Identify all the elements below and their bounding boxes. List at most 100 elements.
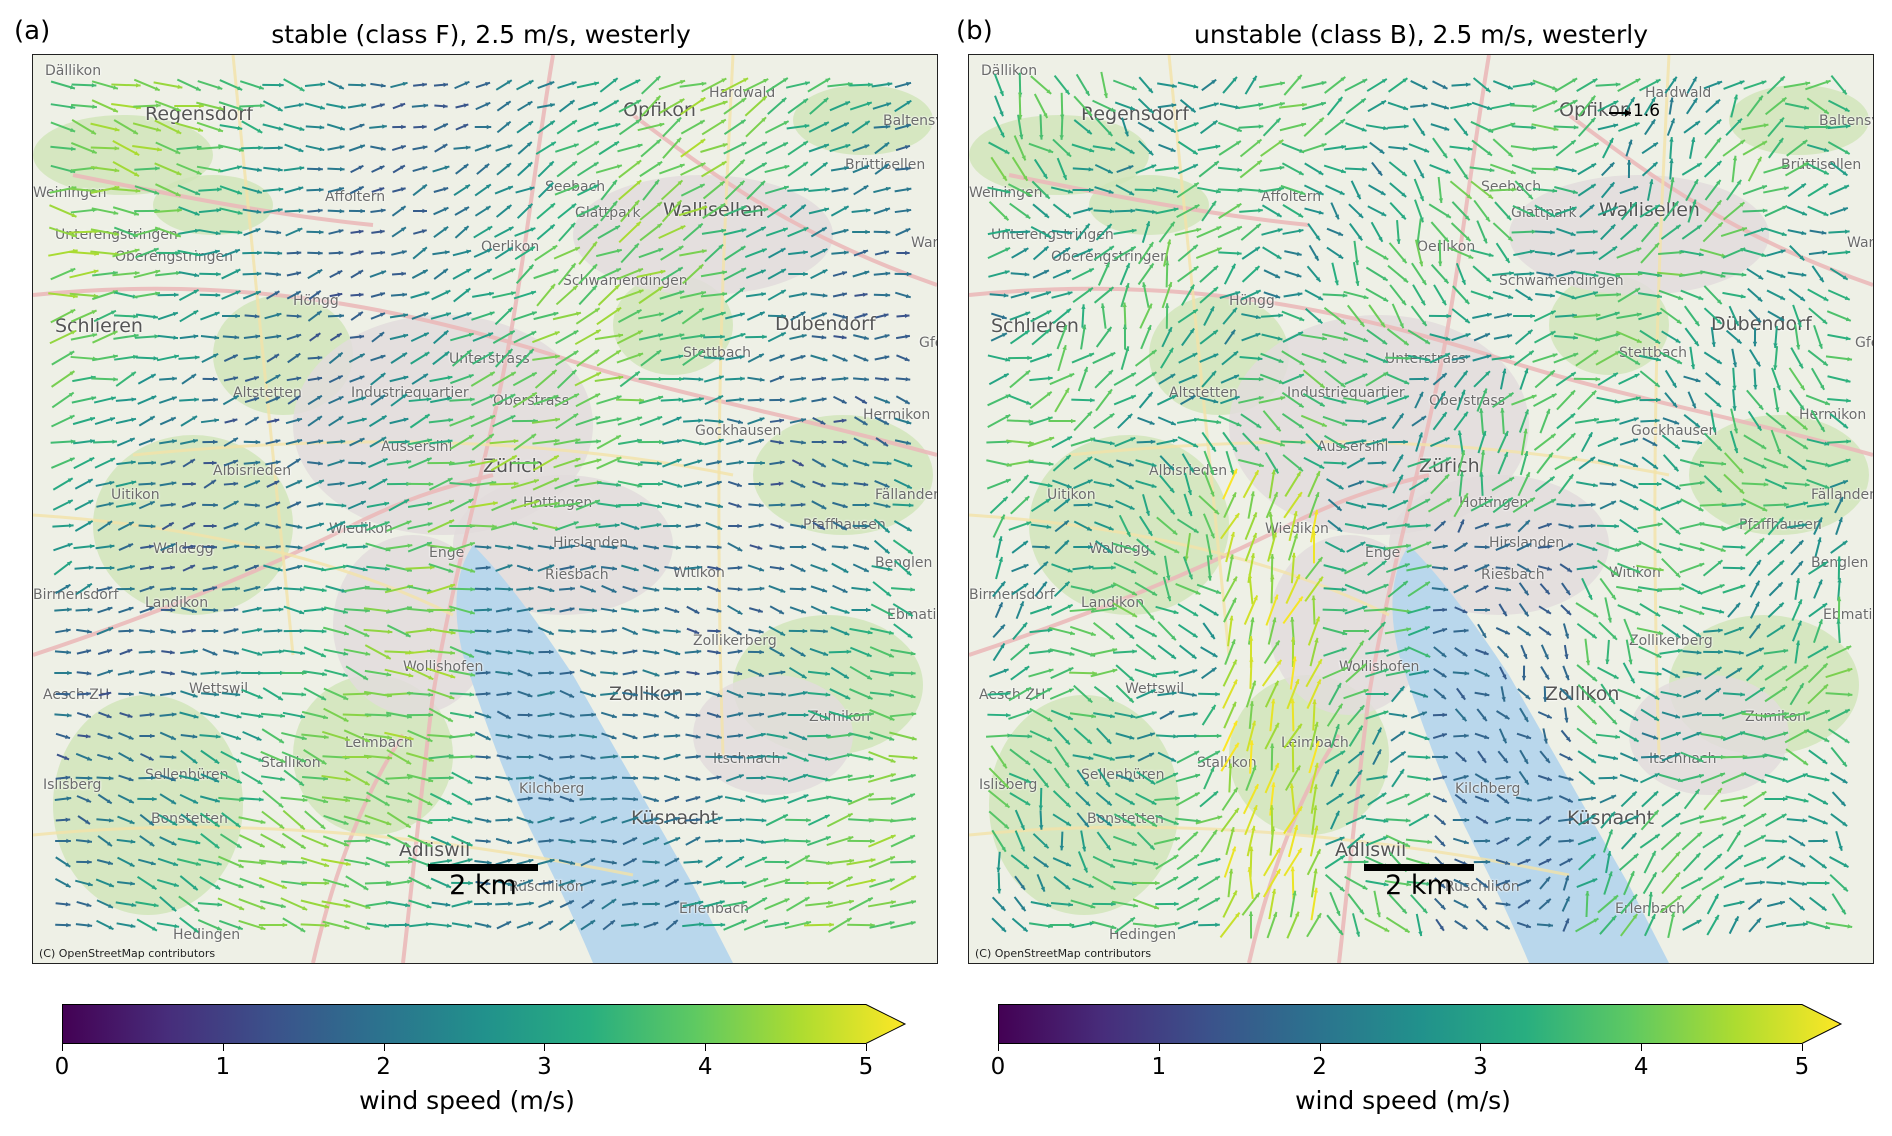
- wind-arrow: [703, 334, 725, 339]
- wind-arrow: [1264, 680, 1280, 708]
- wind-arrow: [662, 116, 682, 138]
- wind-arrow: [1408, 669, 1430, 676]
- wind-arrow: [300, 923, 330, 928]
- wind-arrow: [92, 330, 118, 344]
- wind-arrow: [1669, 137, 1674, 159]
- wind-arrow: [1495, 879, 1511, 887]
- wind-arrow: [1703, 160, 1723, 178]
- wind-arrow: [1282, 228, 1304, 235]
- wind-arrow: [343, 729, 371, 743]
- wind-arrow: [559, 754, 575, 759]
- wind-arrow: [1457, 430, 1464, 454]
- wind-arrow: [1767, 117, 1785, 137]
- wind-arrow: [1010, 291, 1030, 299]
- wind-arrow: [640, 138, 662, 158]
- wind-arrow: [1286, 911, 1300, 939]
- wind-arrow: [1517, 899, 1531, 909]
- wind-arrow: [1090, 606, 1118, 613]
- wind-arrow: [1540, 644, 1550, 660]
- wind-arrow: [682, 900, 704, 908]
- wind-arrow: [579, 669, 597, 677]
- wind-arrow: [553, 246, 581, 260]
- wind-arrow: [618, 99, 642, 113]
- wind-arrow: [1053, 580, 1071, 598]
- wind-arrow: [517, 733, 533, 739]
- wind-arrow: [1495, 858, 1511, 866]
- wind-arrow: [138, 858, 156, 866]
- wind-arrow: [453, 145, 471, 150]
- wind-arrow: [1136, 770, 1156, 786]
- wind-arrow: [723, 228, 747, 236]
- wind-arrow: [1156, 438, 1178, 446]
- wind-arrow: [664, 900, 680, 908]
- wind-map[interactable]: Dällikon Regensdorf Opfikon Hardwald Baltens…: [32, 54, 938, 964]
- place-label: Oerlikon: [1417, 239, 1476, 255]
- wind-arrow: [536, 103, 556, 109]
- wind-arrow: [242, 271, 262, 276]
- wind-arrow: [1343, 688, 1369, 700]
- wind-arrow: [1495, 920, 1511, 930]
- wind-arrow: [1050, 666, 1074, 680]
- wind-arrow: [639, 201, 663, 221]
- wind-arrow: [92, 270, 118, 277]
- wind-arrow: [1666, 118, 1676, 136]
- wind-arrow: [1155, 186, 1179, 194]
- wind-arrow: [746, 180, 766, 200]
- wind-arrow: [748, 523, 764, 529]
- wind-arrow: [1619, 438, 1639, 446]
- wind-arrow: [1660, 690, 1682, 698]
- wind-arrow: [1603, 871, 1613, 895]
- wind-arrow: [790, 646, 806, 658]
- wind-arrow: [1534, 204, 1556, 218]
- wind-arrow: [1242, 432, 1260, 452]
- wind-arrow: [1533, 393, 1557, 407]
- wind-arrow: [1679, 562, 1705, 574]
- wind-map[interactable]: Dällikon Regensdorf Opfikon Hardwald Baltens…: [968, 54, 1874, 964]
- wind-arrow: [558, 838, 576, 844]
- place-label: Hedingen: [1109, 927, 1177, 943]
- wind-arrow: [721, 77, 749, 93]
- place-label: Zollikerberg: [693, 633, 777, 649]
- wind-arrow: [156, 878, 180, 888]
- wind-arrow: [725, 838, 745, 844]
- wind-arrow: [1059, 831, 1064, 851]
- wind-arrow: [1576, 481, 1598, 488]
- wind-arrow: [1245, 765, 1257, 791]
- wind-arrow: [1554, 77, 1578, 93]
- wind-arrow: [97, 649, 113, 655]
- wind-arrow: [1385, 916, 1411, 934]
- wind-arrow: [703, 375, 725, 383]
- wind-arrow: [159, 836, 177, 846]
- wind-arrow: [1259, 373, 1285, 385]
- wind-arrow: [200, 773, 220, 783]
- wind-arrow: [829, 143, 851, 153]
- wind-arrow: [596, 267, 622, 281]
- wind-arrow: [452, 268, 472, 280]
- wind-arrow: [1596, 311, 1620, 321]
- wind-arrow: [516, 586, 534, 591]
- wind-arrow: [791, 459, 805, 467]
- wind-arrow: [621, 544, 639, 550]
- wind-arrow: [1408, 477, 1430, 491]
- wind-arrow: [853, 249, 869, 257]
- wind-arrow: [601, 628, 617, 633]
- wind-arrow: [307, 461, 323, 466]
- wind-arrow: [202, 544, 218, 550]
- wind-arrow: [1770, 429, 1782, 455]
- wind-arrow: [686, 605, 700, 615]
- wind-arrow: [1475, 648, 1489, 656]
- wind-arrow: [1410, 103, 1428, 108]
- wind-arrow: [1636, 627, 1664, 635]
- wind-arrow: [537, 690, 555, 697]
- wind-arrow: [769, 647, 785, 657]
- wind-arrow: [328, 374, 344, 384]
- wind-arrow: [1597, 459, 1619, 467]
- wind-arrow: [1177, 81, 1199, 89]
- wind-arrow: [596, 417, 622, 425]
- wind-arrow: [1830, 75, 1848, 95]
- wind-arrow: [264, 272, 282, 277]
- wind-arrow: [516, 79, 534, 91]
- wind-arrow: [138, 438, 156, 446]
- wind-arrow: [536, 120, 556, 134]
- wind-arrow: [1616, 247, 1642, 259]
